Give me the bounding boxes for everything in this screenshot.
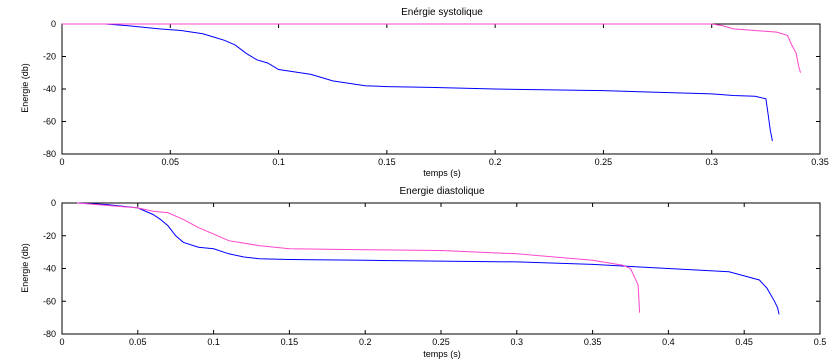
y-tick-label: -60	[43, 117, 56, 127]
x-tick-label: 0.1	[272, 157, 285, 167]
x-tick-label: 0.15	[281, 337, 299, 347]
x-tick-label: 0.2	[489, 157, 502, 167]
diastolic-energy-chart: Energie diastolique temps (s) Energie (d…	[20, 186, 826, 359]
x-axis-label: temps (s)	[423, 168, 461, 178]
x-tick-label: 0.35	[584, 337, 602, 347]
x-tick-label: 0.15	[378, 157, 396, 167]
chart-title: Enérgie systolique	[401, 7, 483, 18]
x-tick-label: 0.05	[129, 337, 147, 347]
series-line-1	[62, 23, 801, 73]
series-line-0	[77, 202, 780, 315]
chart-title: Energie diastolique	[399, 186, 484, 197]
y-tick-label: -80	[43, 149, 56, 159]
y-axis-label: Energie (db)	[20, 63, 30, 113]
x-tick-label: 0.3	[511, 337, 524, 347]
x-tick-label: 0	[59, 157, 64, 167]
series-line-0	[62, 23, 773, 142]
series-line-1	[77, 202, 641, 313]
y-tick-label: 0	[51, 19, 56, 29]
y-tick-label: -40	[43, 264, 56, 274]
y-tick-label: 0	[51, 198, 56, 208]
x-tick-label: 0.5	[814, 337, 827, 347]
y-tick-label: -20	[43, 231, 56, 241]
x-tick-label: 0.3	[705, 157, 718, 167]
x-tick-label: 0.2	[359, 337, 372, 347]
x-tick-label: 0.05	[162, 157, 180, 167]
y-tick-label: -40	[43, 84, 56, 94]
plot-area	[61, 23, 821, 155]
x-axis-label: temps (s)	[423, 349, 461, 359]
x-tick-label: 0	[59, 337, 64, 347]
systolic-energy-chart: Enérgie systolique temps (s) Energie (db…	[20, 7, 829, 178]
x-tick-label: 0.1	[207, 337, 220, 347]
x-tick-label: 0.4	[662, 337, 675, 347]
y-axis-label: Energie (db)	[20, 243, 30, 293]
y-tick-label: -20	[43, 52, 56, 62]
x-tick-label: 0.45	[735, 337, 753, 347]
x-tick-label: 0.35	[811, 157, 829, 167]
plot-area	[61, 202, 821, 335]
y-tick-label: -80	[43, 329, 56, 339]
y-tick-label: -60	[43, 296, 56, 306]
x-tick-label: 0.25	[595, 157, 613, 167]
x-tick-label: 0.25	[432, 337, 450, 347]
